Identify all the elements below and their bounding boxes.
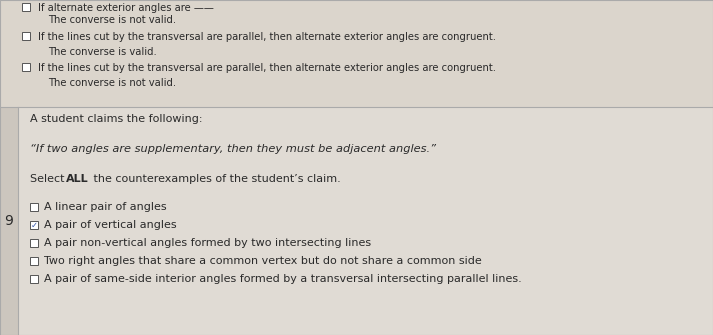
Text: A pair non-vertical angles formed by two intersecting lines: A pair non-vertical angles formed by two… bbox=[44, 238, 371, 248]
Text: The converse is not valid.: The converse is not valid. bbox=[48, 15, 176, 25]
Bar bbox=[0, 107, 18, 335]
Bar bbox=[22, 3, 30, 11]
Text: Two right angles that share a common vertex but do not share a common side: Two right angles that share a common ver… bbox=[44, 256, 482, 266]
Text: the counterexamples of the student’s claim.: the counterexamples of the student’s cla… bbox=[90, 174, 341, 184]
Bar bbox=[0, 0, 713, 107]
Text: If alternate exterior angles are ——: If alternate exterior angles are —— bbox=[38, 3, 214, 13]
Text: “If two angles are supplementary, then they must be adjacent angles.”: “If two angles are supplementary, then t… bbox=[30, 144, 436, 154]
Text: 9: 9 bbox=[4, 214, 14, 228]
Bar bbox=[22, 32, 30, 40]
Text: Select: Select bbox=[30, 174, 68, 184]
Bar bbox=[30, 221, 38, 229]
Text: The converse is not valid.: The converse is not valid. bbox=[48, 78, 176, 88]
Text: If the lines cut by the transversal are parallel, then alternate exterior angles: If the lines cut by the transversal are … bbox=[38, 63, 496, 73]
Bar bbox=[30, 239, 38, 247]
Text: A pair of same-side interior angles formed by a transversal intersecting paralle: A pair of same-side interior angles form… bbox=[44, 274, 522, 284]
Text: If the lines cut by the transversal are parallel, then alternate exterior angles: If the lines cut by the transversal are … bbox=[38, 32, 496, 42]
Text: The converse is valid.: The converse is valid. bbox=[48, 47, 157, 57]
Bar bbox=[30, 257, 38, 265]
Text: ✓: ✓ bbox=[31, 220, 38, 229]
Text: A student claims the following:: A student claims the following: bbox=[30, 114, 202, 124]
Bar bbox=[30, 203, 38, 211]
Text: A linear pair of angles: A linear pair of angles bbox=[44, 202, 167, 212]
Bar bbox=[22, 63, 30, 71]
Bar bbox=[30, 275, 38, 283]
Text: A pair of vertical angles: A pair of vertical angles bbox=[44, 220, 177, 230]
Text: ALL: ALL bbox=[66, 174, 88, 184]
Bar bbox=[0, 107, 713, 335]
